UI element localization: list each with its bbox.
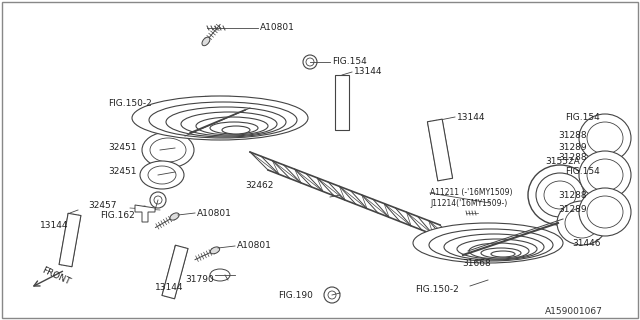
Polygon shape: [135, 205, 155, 222]
Ellipse shape: [469, 243, 529, 259]
Text: 31668: 31668: [462, 260, 491, 268]
Polygon shape: [59, 213, 81, 267]
Ellipse shape: [132, 96, 308, 140]
Text: 31790: 31790: [185, 276, 214, 284]
Ellipse shape: [142, 132, 194, 168]
Text: FRONT: FRONT: [40, 266, 72, 287]
Ellipse shape: [457, 239, 537, 259]
Ellipse shape: [211, 247, 220, 254]
Text: A10801: A10801: [237, 242, 272, 251]
Text: FIG.150-2: FIG.150-2: [108, 100, 152, 108]
Ellipse shape: [222, 126, 250, 134]
Polygon shape: [428, 119, 452, 181]
Ellipse shape: [210, 122, 258, 134]
Ellipse shape: [413, 223, 563, 263]
Polygon shape: [162, 245, 188, 299]
Text: 31446: 31446: [572, 238, 600, 247]
Ellipse shape: [210, 269, 230, 281]
Text: 32451: 32451: [108, 142, 136, 151]
Ellipse shape: [491, 251, 515, 257]
Ellipse shape: [429, 229, 553, 261]
Ellipse shape: [324, 287, 340, 303]
Ellipse shape: [140, 161, 184, 189]
Ellipse shape: [587, 159, 623, 191]
Text: 31289: 31289: [558, 143, 587, 153]
Ellipse shape: [196, 117, 268, 135]
Ellipse shape: [328, 291, 336, 299]
Text: 13144: 13144: [354, 68, 383, 76]
Ellipse shape: [149, 102, 297, 138]
Ellipse shape: [579, 151, 631, 199]
Ellipse shape: [170, 213, 179, 220]
Ellipse shape: [587, 122, 623, 154]
Text: 31552A: 31552A: [545, 157, 580, 166]
Text: A11211 (-'16MY1509): A11211 (-'16MY1509): [430, 188, 513, 197]
Text: 32451: 32451: [108, 167, 136, 177]
Text: A10801: A10801: [197, 209, 232, 218]
Ellipse shape: [166, 107, 286, 137]
Ellipse shape: [148, 166, 176, 184]
Ellipse shape: [579, 114, 631, 162]
Polygon shape: [335, 75, 349, 130]
Ellipse shape: [536, 173, 584, 217]
Ellipse shape: [150, 138, 186, 162]
Text: 31288: 31288: [558, 154, 587, 163]
Text: FIG.154: FIG.154: [332, 58, 367, 67]
Ellipse shape: [587, 196, 623, 228]
Ellipse shape: [579, 188, 631, 236]
Ellipse shape: [444, 234, 544, 260]
Text: FIG.190: FIG.190: [278, 291, 313, 300]
Text: 32462: 32462: [245, 180, 273, 189]
Ellipse shape: [557, 201, 607, 245]
Text: FIG.150-2: FIG.150-2: [415, 285, 459, 294]
Ellipse shape: [528, 165, 592, 225]
Ellipse shape: [181, 112, 277, 136]
Text: A10801: A10801: [260, 23, 295, 33]
Text: FIG.154: FIG.154: [565, 167, 600, 177]
Text: 31288: 31288: [558, 190, 587, 199]
Ellipse shape: [481, 248, 521, 258]
Text: FIG.162: FIG.162: [100, 211, 135, 220]
Text: 32457: 32457: [88, 201, 116, 210]
Text: 31289: 31289: [558, 205, 587, 214]
Ellipse shape: [303, 55, 317, 69]
Text: J11214('16MY1509-): J11214('16MY1509-): [430, 199, 508, 209]
Ellipse shape: [154, 196, 162, 204]
Text: A159001067: A159001067: [545, 308, 603, 316]
Ellipse shape: [544, 181, 576, 209]
Text: 31288: 31288: [558, 131, 587, 140]
Text: FIG.154: FIG.154: [565, 114, 600, 123]
Text: 13144: 13144: [40, 220, 68, 229]
Ellipse shape: [202, 37, 210, 46]
Ellipse shape: [306, 58, 314, 66]
Text: 13144: 13144: [155, 284, 184, 292]
Ellipse shape: [565, 208, 599, 238]
Text: 13144: 13144: [457, 113, 486, 122]
Ellipse shape: [150, 192, 166, 208]
